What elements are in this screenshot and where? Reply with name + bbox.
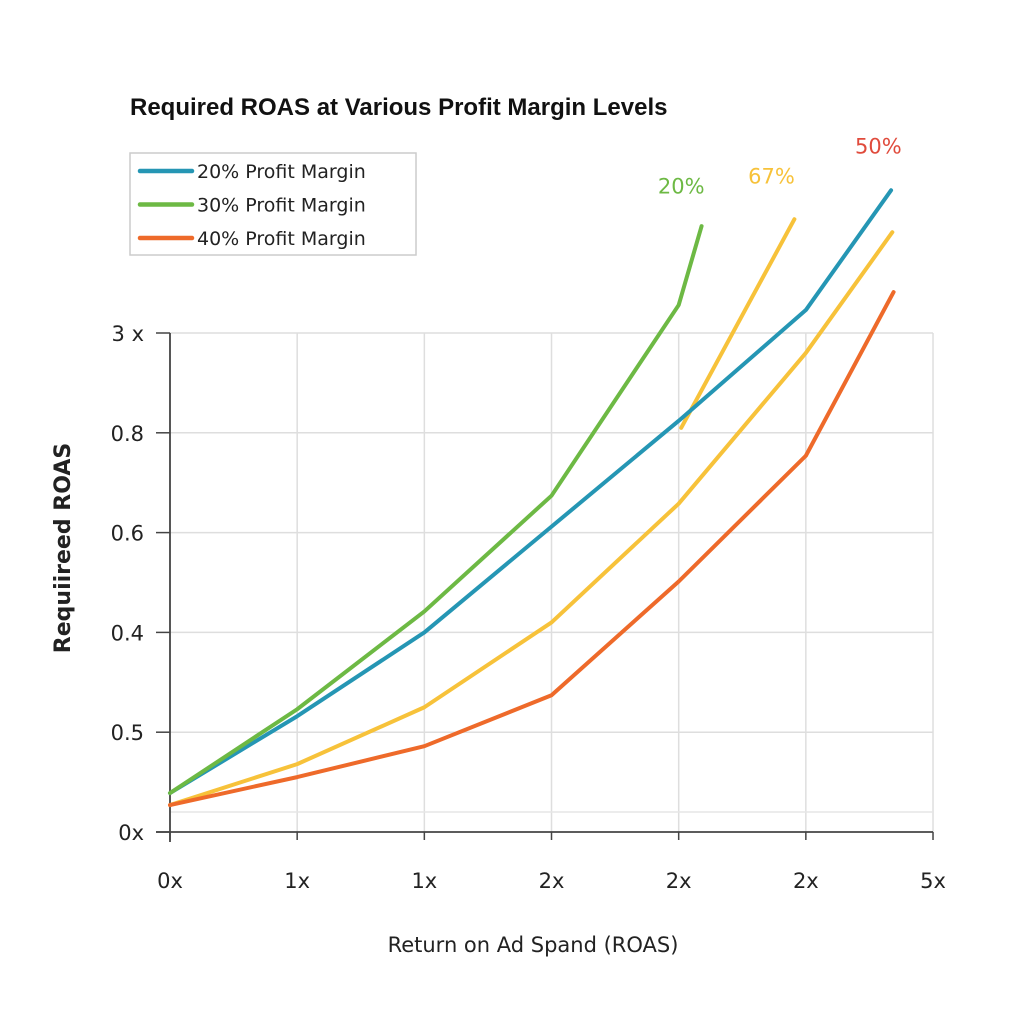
series-line-0 [168, 188, 894, 796]
series-line-3 [168, 230, 895, 808]
x-axis-label: Return on Ad Spand (ROAS) [388, 933, 679, 957]
chart-title: Required ROAS at Various Profit Margin L… [130, 94, 667, 121]
x-tick-label: 2x [793, 869, 819, 893]
y-tick-labels: 0x 0.5 0.4 0.6 0.8 3 x [111, 322, 144, 845]
legend-label: 40% Profit Margin [197, 228, 366, 250]
axes [156, 332, 934, 842]
x-tick-label: 2x [539, 869, 565, 893]
legend: 20% Profit Margin 30% Profit Margin 40% Pr… [129, 152, 417, 256]
x-tick-label: 2x [666, 869, 692, 893]
y-tick-label: 0.8 [111, 422, 144, 446]
series-line-2 [168, 290, 896, 808]
grid [170, 332, 934, 832]
x-tick-label: 0x [157, 869, 183, 893]
series-line-4 [679, 217, 797, 430]
annotation-label: 67% [748, 164, 795, 188]
series-line-1 [168, 224, 704, 796]
x-tick-labels: 0x 1x 1x 2x 2x 2x 5x [157, 869, 946, 893]
y-tick-label: 0.6 [111, 522, 144, 546]
annotations: 20% 67% 50% [658, 134, 902, 198]
x-tick-label: 5x [920, 869, 946, 893]
x-tick-label: 1x [411, 869, 437, 893]
annotation-label: 20% [658, 174, 705, 198]
x-tick-label: 1x [284, 869, 310, 893]
y-tick-label: 3 x [112, 322, 144, 346]
legend-label: 30% Profit Margin [197, 195, 366, 217]
y-tick-label: 0.4 [111, 621, 144, 645]
y-tick-label: 0x [118, 821, 144, 845]
y-axis-label: Requiireed ROAS [51, 443, 76, 653]
series-lines [168, 188, 896, 808]
annotation-label: 50% [855, 134, 902, 158]
y-tick-label: 0.5 [111, 721, 144, 745]
legend-label: 20% Profit Margin [197, 161, 366, 183]
